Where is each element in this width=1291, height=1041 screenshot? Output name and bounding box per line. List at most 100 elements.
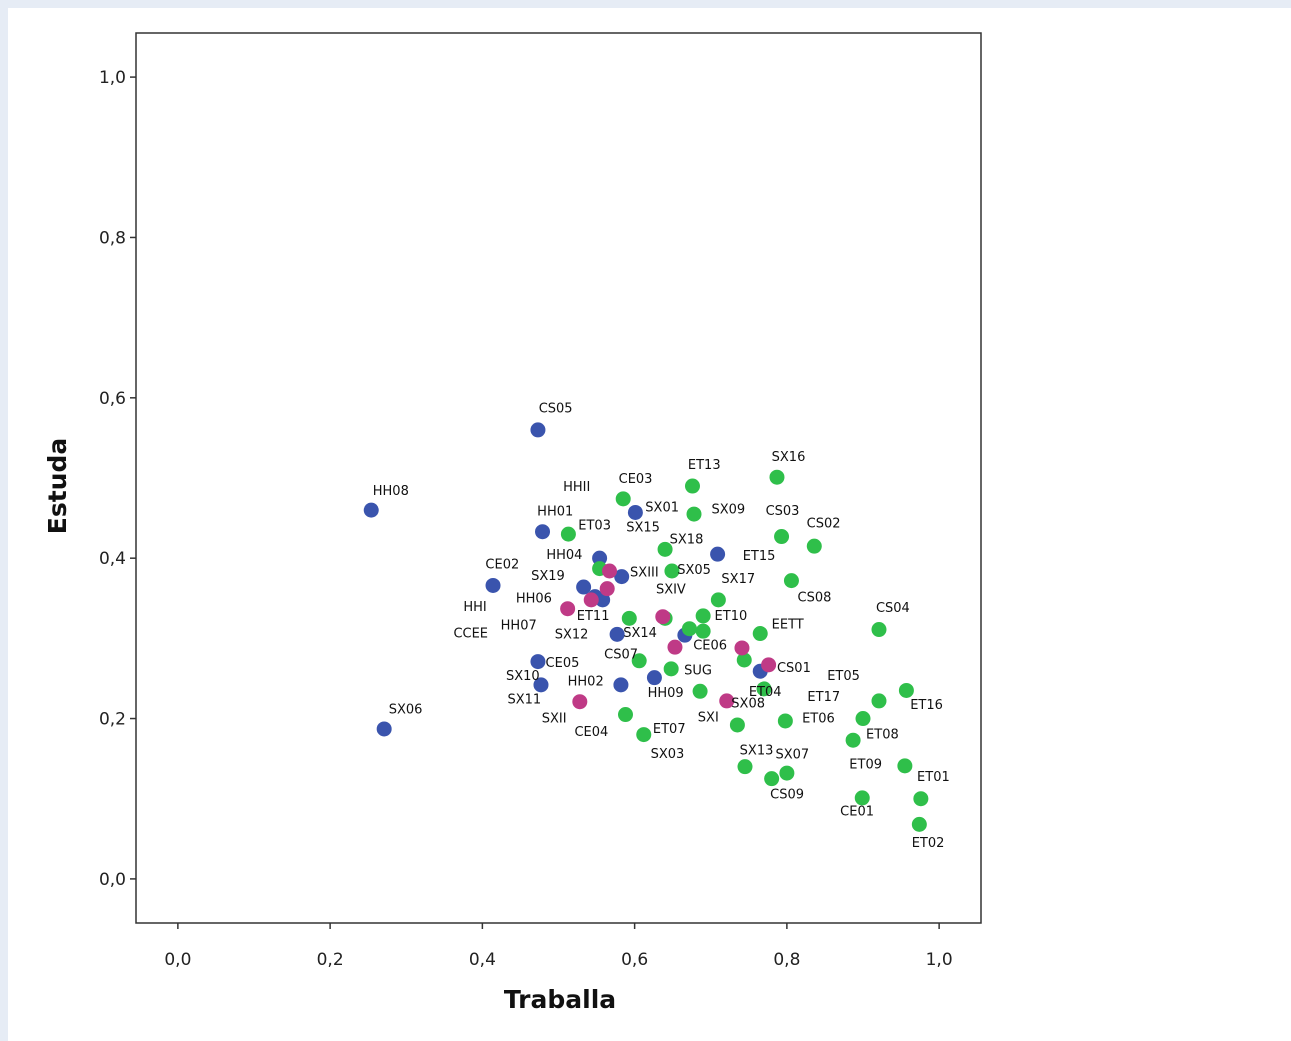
point-label: CE01 — [840, 805, 874, 820]
point-label: SX10 — [506, 669, 540, 684]
point-label: ET03 — [578, 518, 611, 533]
point-label: ET17 — [807, 690, 840, 705]
data-point-green — [769, 469, 785, 485]
point-label: CE05 — [546, 656, 580, 671]
point-label: HH04 — [546, 548, 582, 563]
point-label: HHI — [463, 600, 486, 615]
data-point-green — [615, 491, 631, 507]
point-label: CS09 — [770, 788, 804, 803]
point-label: ET13 — [688, 458, 721, 473]
chart-panel: 0,0 0,2 0,4 0,6 0,8 1,0 0,0 0,2 0,4 0,6 0,8 1,0 CS0… — [8, 8, 1291, 1041]
y-tick-label: 1,0 — [99, 68, 126, 88]
point-label: SX01 — [645, 501, 679, 516]
axis-ticks: 0,0 0,2 0,4 0,6 0,8 1,0 0,0 0,2 0,4 0,6 0,8 1,0 — [99, 68, 953, 970]
data-point-magenta — [572, 694, 588, 710]
point-label: ET08 — [866, 728, 899, 743]
point-label: SX08 — [731, 696, 765, 711]
point-label: HH02 — [568, 675, 604, 690]
data-point-magenta — [602, 563, 618, 579]
point-label: SXII — [542, 712, 567, 727]
point-label: HH01 — [537, 505, 573, 520]
data-point-blue — [530, 422, 546, 438]
data-point-green — [737, 759, 753, 775]
scatter-chart: 0,0 0,2 0,4 0,6 0,8 1,0 0,0 0,2 0,4 0,6 0,8 1,0 CS0… — [43, 32, 982, 1014]
data-point-green — [681, 621, 697, 637]
data-point-green — [854, 790, 870, 806]
point-label: HH06 — [516, 591, 552, 606]
data-point-green — [779, 765, 795, 781]
point-label: CCEE — [453, 627, 488, 642]
point-label: SX03 — [651, 747, 685, 762]
point-label: SX19 — [531, 569, 565, 584]
data-point-blue — [376, 721, 392, 737]
point-label: EETT — [772, 618, 804, 633]
y-tick-label: 0,4 — [99, 549, 126, 569]
data-point-magenta — [583, 592, 599, 608]
data-point-green — [777, 713, 793, 729]
point-label: ET01 — [917, 770, 950, 785]
point-label: SX18 — [670, 533, 704, 548]
point-label: SX12 — [555, 627, 589, 642]
data-point-green — [783, 573, 799, 589]
data-point-blue — [533, 677, 549, 693]
data-point-green — [855, 711, 871, 727]
data-point-blue — [592, 550, 608, 566]
point-label: ET02 — [912, 836, 945, 851]
data-point-magenta — [560, 601, 576, 617]
point-label: SUG — [684, 663, 712, 678]
point-label: SX13 — [740, 744, 774, 759]
data-point-green — [684, 478, 700, 494]
data-point-magenta — [599, 581, 615, 597]
data-point-green — [631, 653, 647, 669]
data-point-green — [897, 758, 913, 774]
data-point-green — [657, 541, 673, 557]
point-label: HH09 — [648, 686, 684, 701]
point-label: ET04 — [749, 685, 782, 700]
data-point-green — [663, 661, 679, 677]
data-point-magenta — [719, 693, 735, 709]
point-label: CE04 — [574, 725, 608, 740]
data-point-green — [752, 626, 768, 642]
data-point-blue — [530, 654, 546, 670]
data-point-blue — [710, 546, 726, 562]
x-tick-label: 0,0 — [164, 950, 191, 970]
x-tick-label: 0,8 — [773, 950, 800, 970]
data-point-magenta — [667, 639, 683, 655]
data-point-green — [621, 610, 637, 626]
point-label: SX16 — [772, 450, 806, 465]
data-point-green — [729, 717, 745, 733]
y-axis-title: Estuda — [43, 438, 72, 534]
data-point-green — [692, 683, 708, 699]
data-point-green — [913, 791, 929, 807]
x-tick-label: 0,4 — [469, 950, 496, 970]
point-label: ET11 — [577, 609, 610, 624]
point-label: ET07 — [653, 722, 686, 737]
point-label: CS03 — [766, 504, 800, 519]
x-tick-label: 0,6 — [621, 950, 648, 970]
y-tick-label: 0,0 — [99, 870, 126, 890]
point-label: CE06 — [693, 639, 727, 654]
point-label: CS08 — [798, 590, 832, 605]
point-label: CS01 — [777, 661, 811, 676]
point-label: ET05 — [827, 669, 860, 684]
data-point-blue — [646, 670, 662, 686]
data-point-green — [710, 592, 726, 608]
point-label: CS04 — [876, 601, 910, 616]
data-point-green — [664, 563, 680, 579]
data-point-green — [871, 693, 887, 709]
data-point-green — [806, 538, 822, 554]
data-point-green — [686, 506, 702, 522]
point-label: SX15 — [626, 521, 660, 536]
data-point-magenta — [655, 609, 671, 625]
point-label: SX06 — [389, 703, 423, 718]
point-label: SXI — [698, 711, 719, 726]
point-label: ET15 — [743, 549, 776, 564]
data-points — [363, 422, 929, 832]
point-label: CE03 — [619, 472, 653, 487]
point-label: CS02 — [807, 517, 841, 532]
data-point-blue — [535, 524, 551, 540]
point-label: ET09 — [849, 757, 882, 772]
point-label: ET10 — [715, 609, 748, 624]
data-point-magenta — [761, 657, 777, 673]
x-tick-label: 1,0 — [926, 950, 953, 970]
